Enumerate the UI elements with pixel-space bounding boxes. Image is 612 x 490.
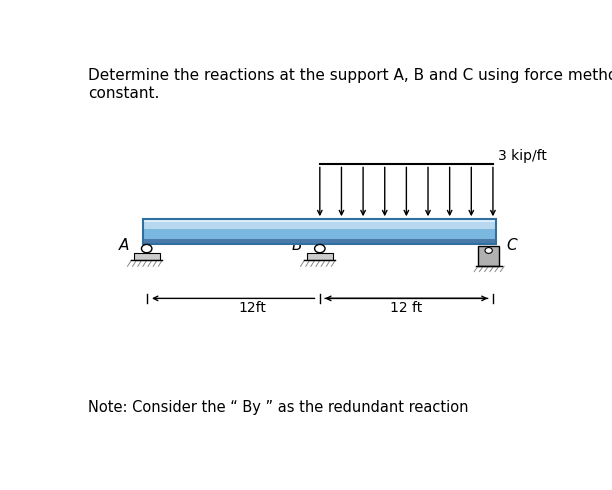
Circle shape <box>485 247 492 253</box>
Text: A: A <box>119 238 129 253</box>
Polygon shape <box>307 253 333 260</box>
Polygon shape <box>143 219 496 222</box>
Polygon shape <box>143 219 496 244</box>
Polygon shape <box>143 222 496 228</box>
Polygon shape <box>133 253 160 260</box>
Circle shape <box>141 245 152 253</box>
Text: 3 kip/ft: 3 kip/ft <box>498 148 547 163</box>
Text: 12 ft: 12 ft <box>390 301 422 316</box>
Text: Note: Consider the “ By ” as the redundant reaction: Note: Consider the “ By ” as the redunda… <box>88 400 469 416</box>
Polygon shape <box>143 239 496 244</box>
Polygon shape <box>143 228 496 239</box>
Text: C: C <box>507 238 517 253</box>
Text: B: B <box>291 238 302 253</box>
Circle shape <box>315 245 325 253</box>
Polygon shape <box>478 245 499 267</box>
Text: Determine the reactions at the support A, B and C using force method. El is
cons: Determine the reactions at the support A… <box>88 68 612 100</box>
Text: 12ft: 12ft <box>238 301 266 316</box>
